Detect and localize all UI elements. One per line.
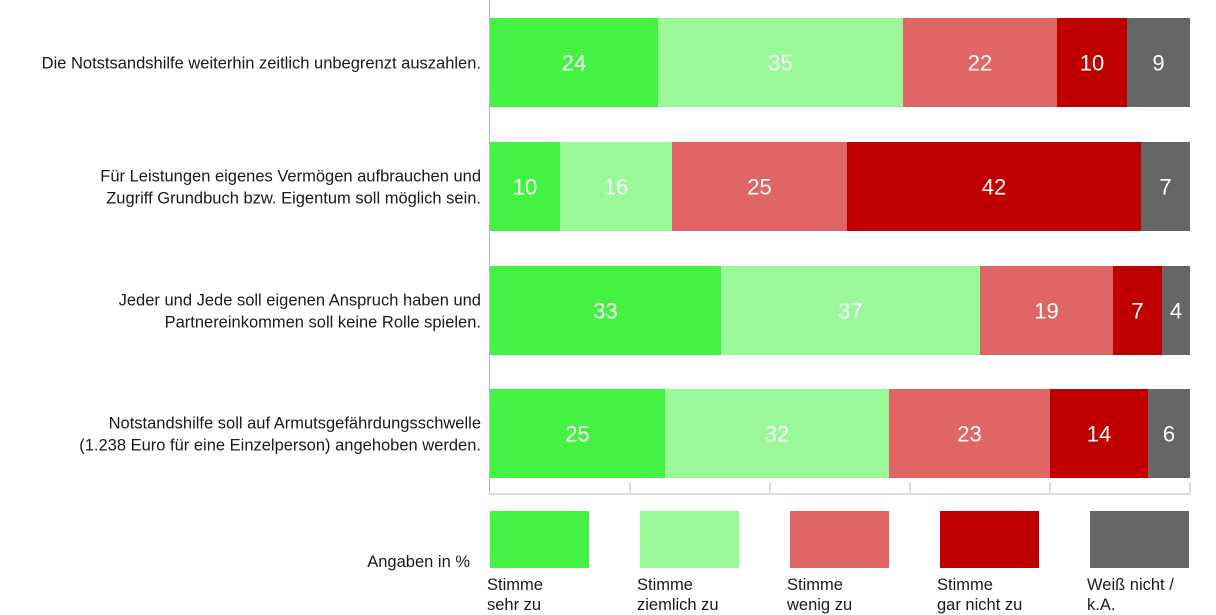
bar-value-label: 19 (1034, 299, 1058, 324)
bar-value-label: 9 (1152, 51, 1164, 76)
category-label: (1.238 Euro für eine Einzelperson) angeh… (79, 437, 481, 455)
bar-value-label: 42 (982, 175, 1006, 200)
bar-value-label: 22 (968, 51, 992, 76)
bar-value-label: 7 (1131, 299, 1143, 324)
bar-segment (1141, 142, 1190, 231)
legend-label: k.A. (1087, 596, 1115, 614)
bar-value-label: 14 (1087, 422, 1111, 447)
bar-segment (560, 142, 672, 231)
bar-value-label: 24 (562, 51, 586, 76)
bar-segment (1050, 389, 1148, 478)
bar-value-label: 7 (1159, 175, 1171, 200)
bar-value-label: 10 (1080, 51, 1104, 76)
legend-label: Stimme (787, 576, 843, 594)
bar-segment (903, 18, 1057, 107)
legend-label: Stimme (937, 576, 993, 594)
bar-segment (980, 266, 1113, 355)
legend-label: Stimme (487, 576, 543, 594)
axis-layer (489, 0, 1191, 495)
bar-value-label: 25 (565, 422, 589, 447)
bars-layer: 24 35 22 10 9 10 16 25 42 7 33 37 19 7 4 25 32 23 14 6 (490, 18, 1190, 478)
bar-segment (490, 389, 665, 478)
bar-value-label: 35 (768, 51, 792, 76)
bar-segment (1148, 389, 1190, 478)
legend-label: sehr zu (487, 596, 541, 614)
legend: Angaben in % Stimme sehr zu Stimme ziemlich … (367, 511, 1189, 614)
bar-segment (672, 142, 847, 231)
unit-note: Angaben in % (367, 553, 470, 571)
legend-swatch (940, 511, 1039, 568)
bar-segment (1127, 18, 1190, 107)
bar-segment (1113, 266, 1162, 355)
bar-segment (721, 266, 980, 355)
bar-segment (665, 389, 889, 478)
legend-label: Weiß nicht / (1087, 576, 1174, 594)
bar-value-label: 6 (1163, 422, 1175, 447)
bar-segment (490, 142, 560, 231)
bar-segment (490, 18, 658, 107)
legend-swatch (490, 511, 589, 568)
bar-value-label: 16 (604, 175, 628, 200)
bar-value-label: 10 (513, 175, 537, 200)
legend-label: ziemlich zu (637, 596, 719, 614)
bar-value-label: 23 (957, 422, 981, 447)
bar-segment (847, 142, 1141, 231)
category-label: Für Leistungen eigenes Vermögen aufbrauc… (100, 168, 481, 186)
bar-value-label: 37 (838, 299, 862, 324)
legend-swatch (640, 511, 739, 568)
category-label: Zugriff Grundbuch bzw. Eigentum soll mög… (106, 190, 481, 208)
category-label: Partnereinkommen soll keine Rolle spiele… (165, 314, 481, 332)
bar-segment (889, 389, 1050, 478)
category-label: Notstandshilfe soll auf Armutsgefährdung… (109, 415, 481, 433)
bar-value-label: 4 (1170, 299, 1182, 324)
category-label: Jeder und Jede soll eigenen Anspruch hab… (119, 292, 481, 310)
legend-label: gar nicht zu (937, 596, 1022, 614)
bar-value-label: 25 (747, 175, 771, 200)
bar-value-label: 32 (765, 422, 789, 447)
legend-label: Stimme (637, 576, 693, 594)
legend-swatch (1090, 511, 1189, 568)
bar-segment (658, 18, 903, 107)
category-label: Die Notstsandshilfe weiterhin zeitlich u… (42, 55, 481, 73)
bar-segment (490, 266, 721, 355)
bar-segment (1162, 266, 1190, 355)
bar-value-label: 33 (593, 299, 617, 324)
legend-label: wenig zu (786, 596, 852, 614)
bar-segment (1057, 18, 1127, 107)
legend-swatch (790, 511, 889, 568)
category-labels: Die Notstsandshilfe weiterhin zeitlich u… (42, 55, 481, 455)
